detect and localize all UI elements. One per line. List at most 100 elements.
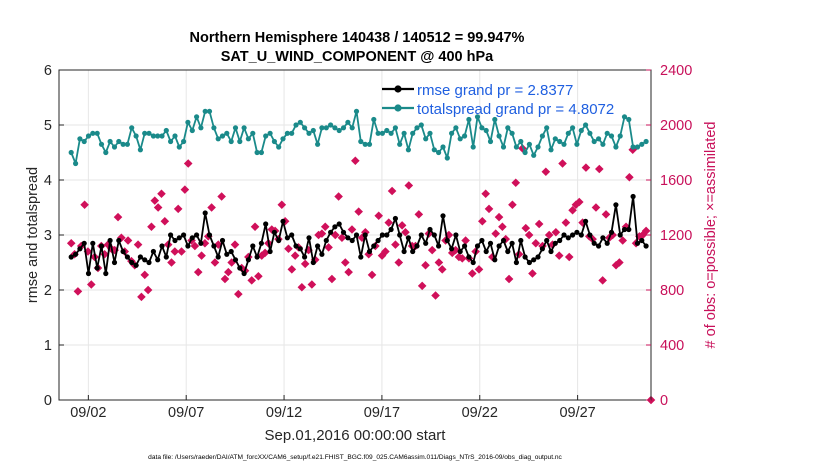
rmse-point bbox=[185, 243, 191, 249]
rmse-point bbox=[107, 237, 113, 244]
spread-point bbox=[505, 125, 511, 131]
rmse-point bbox=[630, 193, 636, 200]
chart-title: Northern Hemisphere 140438 / 140512 = 99… bbox=[190, 30, 525, 46]
rmse-point bbox=[319, 251, 325, 257]
obs-point bbox=[317, 229, 327, 238]
legend: rmse grand pr = 2.8377 totalspread grand… bbox=[382, 82, 614, 118]
obs-point bbox=[80, 200, 89, 210]
obs-point bbox=[217, 192, 226, 201]
right-tick-label: 400 bbox=[660, 338, 684, 354]
rmse-point bbox=[280, 218, 286, 224]
x-axis-ticks: 09/02 09/07 09/12 09/17 09/22 09/27 bbox=[70, 395, 596, 421]
obs-point bbox=[137, 292, 146, 302]
rmse-point bbox=[181, 232, 187, 238]
rmse-point bbox=[155, 257, 161, 263]
spread-point bbox=[392, 125, 398, 131]
spread-point bbox=[596, 136, 602, 142]
spread-point bbox=[250, 130, 256, 136]
legend-spread-marker bbox=[394, 104, 402, 112]
rmse-point bbox=[332, 224, 338, 230]
grid-lines bbox=[59, 70, 651, 400]
obs-point bbox=[534, 219, 544, 229]
obs-point bbox=[341, 258, 350, 267]
obs-point bbox=[564, 252, 574, 262]
rmse-point bbox=[621, 226, 628, 233]
obs-point bbox=[307, 280, 317, 289]
rmse-point bbox=[297, 246, 303, 252]
rmse-point bbox=[289, 232, 295, 238]
spread-point bbox=[418, 122, 424, 128]
spread-point bbox=[276, 144, 282, 150]
spread-point bbox=[561, 141, 567, 147]
rmse-point bbox=[500, 237, 507, 244]
rmse-point bbox=[172, 237, 178, 244]
rmse-point bbox=[293, 243, 299, 249]
obs-point bbox=[531, 238, 541, 248]
obs-point bbox=[364, 249, 373, 259]
spread-point bbox=[557, 138, 563, 145]
spread-point bbox=[98, 141, 105, 147]
spread-point bbox=[634, 144, 641, 150]
spread-point bbox=[159, 133, 165, 139]
rmse-point bbox=[388, 226, 394, 233]
spread-point bbox=[479, 125, 485, 131]
obs-point bbox=[574, 197, 584, 207]
rmse-point bbox=[202, 210, 208, 216]
rmse-point bbox=[405, 235, 411, 241]
left-axis-label: rmse and totalspread bbox=[25, 167, 41, 303]
rmse-point bbox=[353, 232, 360, 238]
rmse-point bbox=[423, 240, 429, 246]
rmse-point bbox=[358, 254, 364, 260]
x-tick-label: 09/17 bbox=[364, 405, 400, 421]
rmse-point bbox=[440, 213, 446, 219]
right-tick-label: 0 bbox=[660, 393, 668, 409]
chart-subtitle: SAT_U_WIND_COMPONENT @ 400 hPa bbox=[221, 49, 494, 65]
rmse-series bbox=[68, 193, 649, 277]
rmse-point bbox=[371, 243, 377, 249]
obs-point bbox=[508, 200, 517, 210]
spread-point bbox=[263, 133, 269, 139]
spread-point bbox=[306, 130, 312, 136]
spread-point bbox=[578, 127, 584, 134]
rmse-point bbox=[392, 215, 398, 222]
obs-point bbox=[177, 247, 186, 256]
obs-point bbox=[391, 240, 400, 249]
spread-point bbox=[630, 144, 636, 150]
rmse-point bbox=[315, 243, 321, 249]
rmse-point bbox=[643, 243, 649, 249]
rmse-point bbox=[436, 243, 442, 249]
obs-point bbox=[173, 204, 183, 214]
obs-point bbox=[625, 172, 634, 182]
rmse-point bbox=[206, 232, 213, 238]
rmse-point bbox=[410, 248, 416, 255]
obs-point bbox=[254, 271, 263, 281]
obs-point bbox=[150, 196, 160, 205]
spread-point bbox=[388, 130, 394, 136]
obs-point bbox=[220, 274, 230, 284]
spread-point bbox=[487, 138, 494, 145]
obs-point bbox=[357, 233, 367, 243]
obs-point bbox=[615, 258, 624, 267]
spread-point bbox=[120, 141, 126, 147]
rmse-point bbox=[345, 235, 351, 241]
spread-point bbox=[531, 152, 537, 158]
obs-point bbox=[351, 156, 360, 166]
rmse-point bbox=[444, 237, 450, 244]
spread-point bbox=[194, 114, 200, 120]
rmse-point bbox=[146, 259, 152, 266]
spread-point bbox=[518, 138, 524, 145]
rmse-point bbox=[263, 221, 269, 227]
rmse-point bbox=[219, 237, 226, 244]
rmse-point bbox=[518, 237, 524, 244]
spread-point bbox=[371, 116, 377, 123]
spread-point bbox=[565, 130, 571, 136]
obs-point bbox=[541, 167, 551, 177]
footer-data-file: data file: /Users/raeder/DAI/ATM_forcXX/… bbox=[148, 454, 562, 461]
spread-point bbox=[129, 125, 135, 131]
spread-point bbox=[544, 125, 550, 131]
rmse-point bbox=[362, 232, 368, 238]
spread-point bbox=[172, 133, 178, 139]
legend-rmse-label: rmse grand pr = 2.8377 bbox=[417, 82, 573, 99]
spread-point bbox=[375, 130, 381, 136]
obs-point bbox=[320, 222, 330, 232]
